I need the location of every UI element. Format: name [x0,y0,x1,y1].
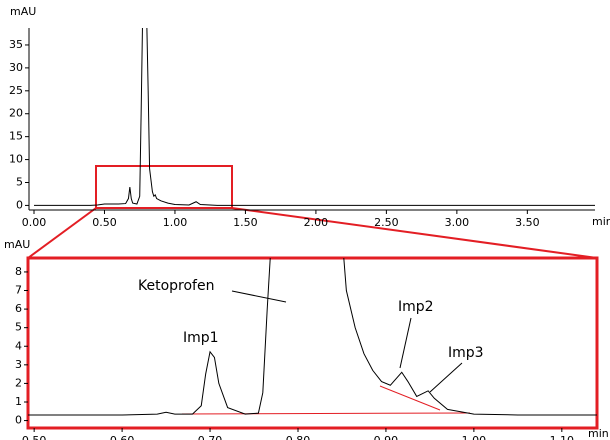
integration-baseline [181,412,471,415]
leader-line [429,362,463,393]
y-tick-label: 1 [15,395,22,408]
y-tick-label: 5 [15,321,22,334]
y-tick-label: 20 [9,107,23,120]
y-axis-label: mAU [10,5,36,18]
x-tick-label: 0.00 [22,216,47,229]
y-tick-label: 6 [15,302,22,315]
y-tick-label: 0 [15,414,22,427]
x-axis-label: min [592,215,610,228]
y-tick-label: 30 [9,61,23,74]
leader-line [231,290,287,303]
x-tick-label: 1.00 [462,434,487,440]
y-tick-label: 2 [15,376,22,389]
x-tick-label: 1.00 [163,216,188,229]
x-axis-label: min [588,427,609,440]
integration-baseline [379,385,441,411]
peak-label: Imp1 [183,330,219,346]
x-tick-label: 0.50 [22,434,47,440]
peak-label: Ketoprofen [138,278,214,294]
y-tick-label: 5 [16,175,23,188]
y-tick-label: 3 [15,358,22,371]
x-tick-label: 0.50 [92,216,117,229]
y-tick-label: 25 [9,84,23,97]
x-tick-label: 2.50 [374,216,399,229]
x-tick-label: 1.50 [233,216,258,229]
x-tick-label: 0.70 [198,434,223,440]
y-axis-label: mAU [4,238,30,251]
zoom-connector [27,207,97,259]
y-tick-label: 0 [16,198,23,211]
trace [34,28,595,206]
zoom-box [95,165,233,209]
x-tick-label: 3.00 [445,216,470,229]
zoom-frame [26,256,599,430]
y-tick-label: 4 [15,339,22,352]
x-tick-label: 1.10 [550,434,575,440]
leader-line [399,317,412,369]
y-tick-label: 8 [15,265,22,278]
y-tick-label: 35 [9,38,23,51]
x-tick-label: 2.00 [304,216,329,229]
trace [28,258,597,416]
y-tick-label: 7 [15,284,22,297]
y-tick-label: 15 [9,130,23,143]
peak-label: Imp2 [398,299,434,315]
x-tick-label: 0.80 [286,434,311,440]
zoom-connector [231,207,598,259]
x-tick-label: 0.60 [110,434,135,440]
x-tick-label: 3.50 [515,216,540,229]
y-tick-label: 10 [9,153,23,166]
peak-label: Imp3 [448,345,484,361]
x-tick-label: 0.90 [374,434,399,440]
